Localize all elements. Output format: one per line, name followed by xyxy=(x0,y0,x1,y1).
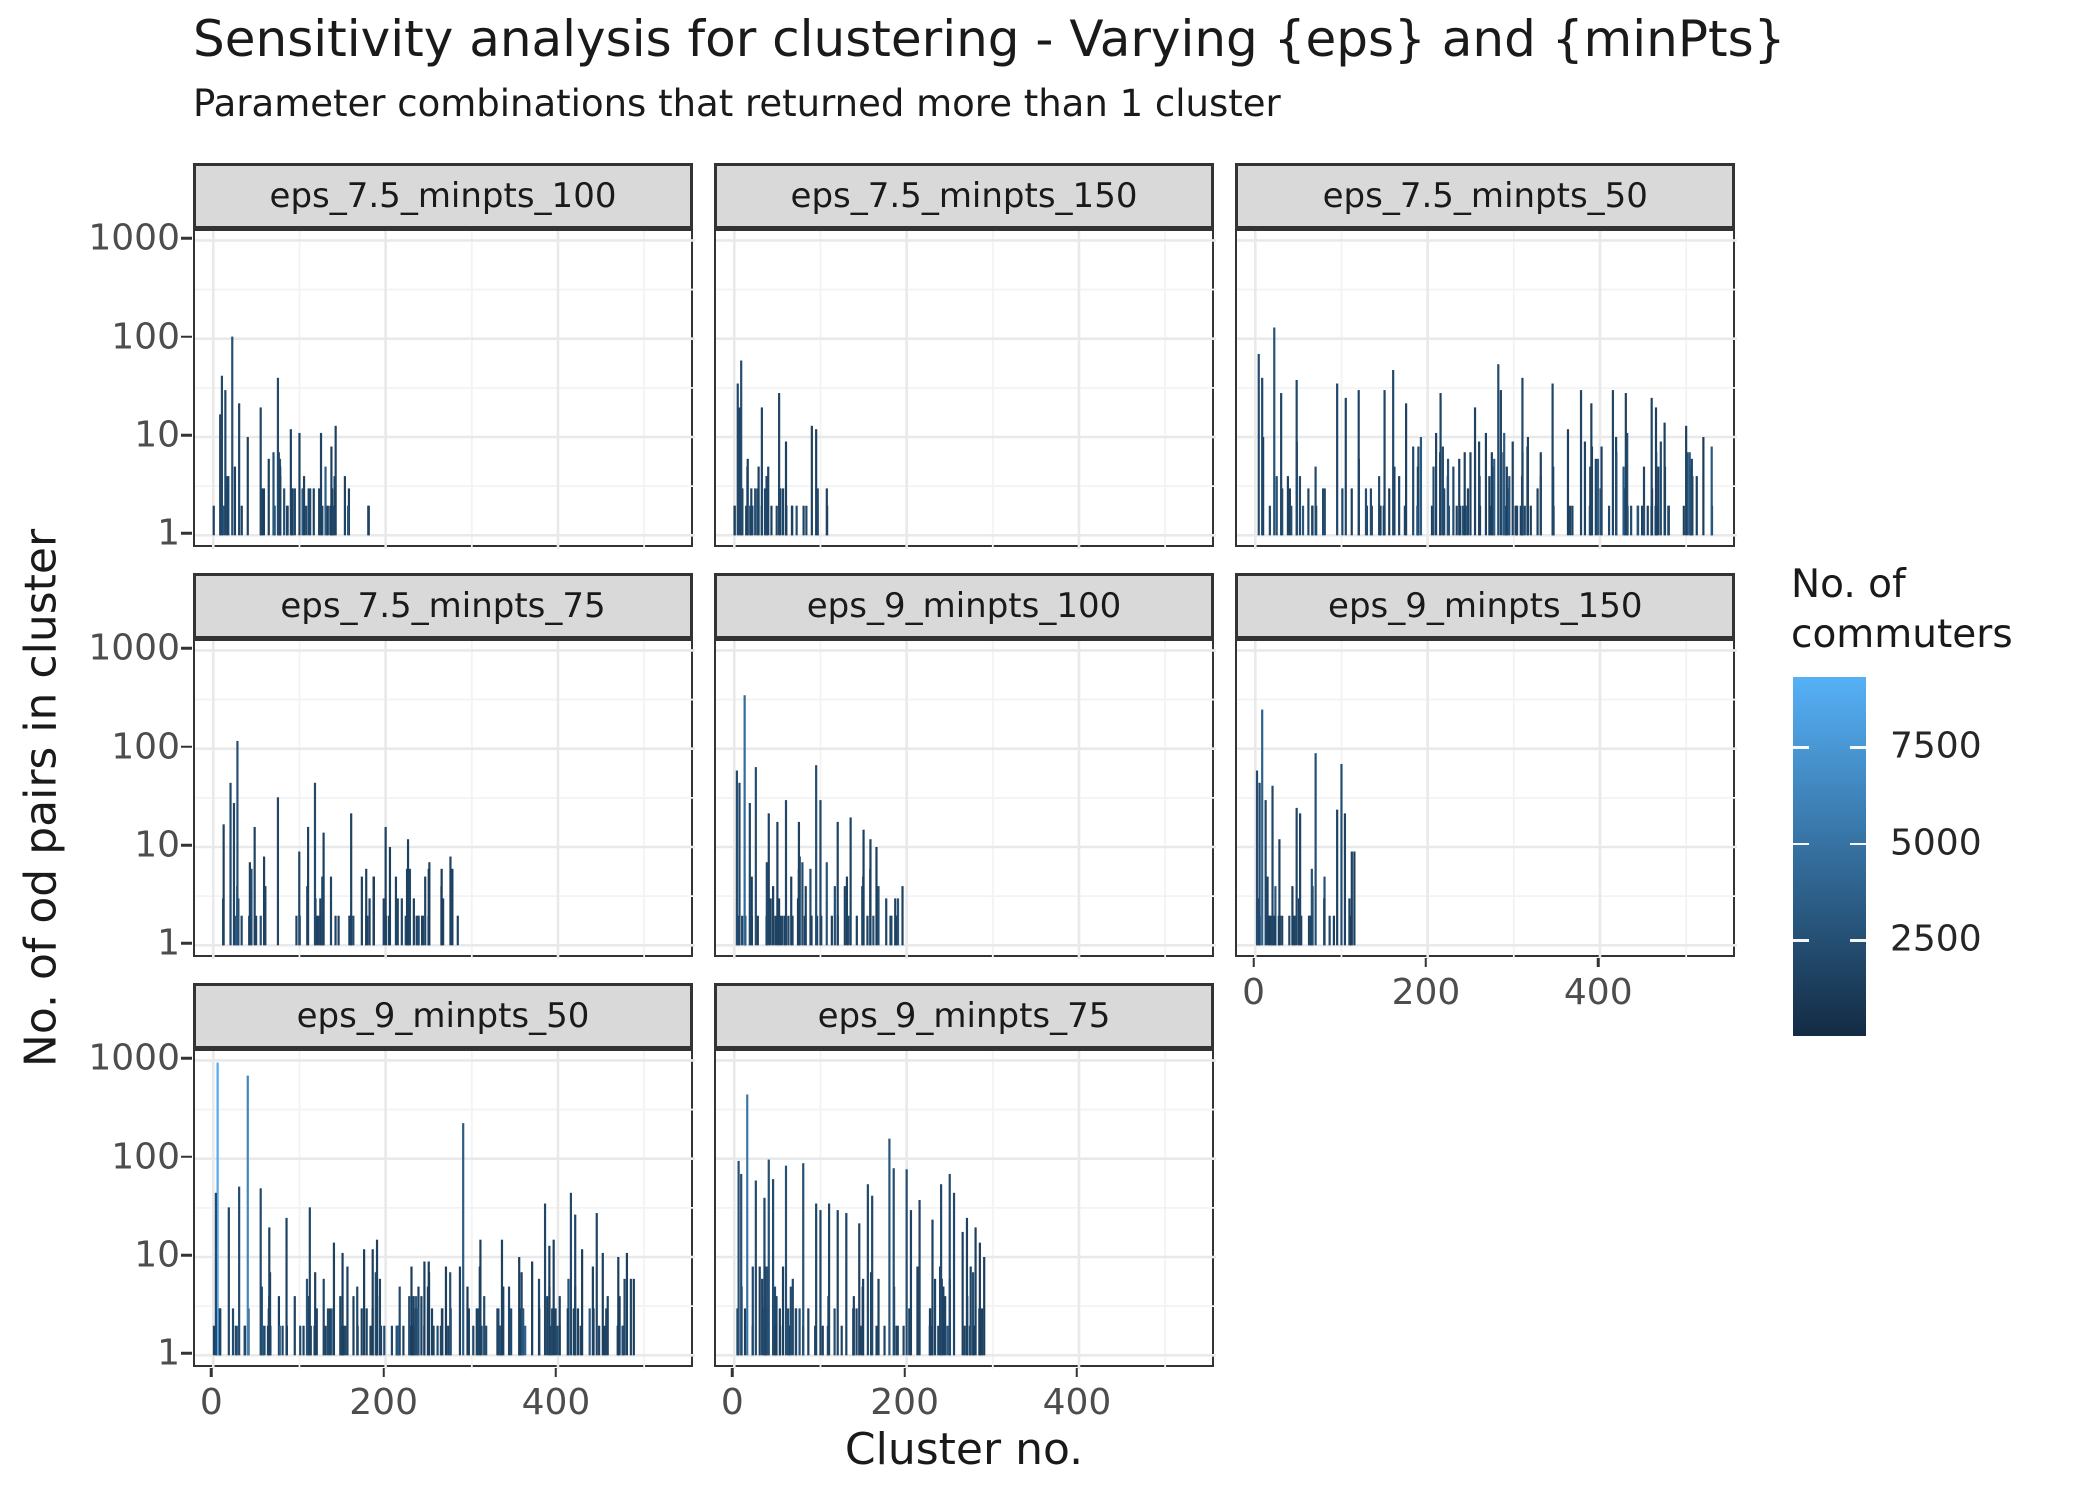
bars-canvas-eps_9_minpts_100 xyxy=(716,641,1216,959)
bars-canvas-eps_7.5_minpts_100 xyxy=(195,231,695,549)
y-tick-label-100: 100 xyxy=(111,316,180,358)
bars-canvas-eps_7.5_minpts_150 xyxy=(716,231,1216,549)
y-tick-mark xyxy=(181,335,192,338)
legend-label-5000: 5000 xyxy=(1890,822,1982,864)
legend-gradient-bar xyxy=(1793,677,1866,1036)
bars-canvas-eps_7.5_minpts_75 xyxy=(195,641,695,959)
y-tick-mark xyxy=(181,1352,192,1355)
facet-strip-eps_7.5_minpts_100: eps_7.5_minpts_100 xyxy=(193,163,693,229)
y-tick-label-10: 10 xyxy=(134,824,180,866)
x-tick-mark xyxy=(1252,958,1255,967)
x-axis-title: Cluster no. xyxy=(844,1424,1084,1475)
y-tick-mark xyxy=(181,532,192,535)
facet-strip-eps_9_minpts_150: eps_9_minpts_150 xyxy=(1235,573,1736,639)
y-tick-mark xyxy=(181,433,192,437)
legend-title-line2: commuters xyxy=(1791,611,2013,657)
y-tick-mark xyxy=(181,237,192,240)
x-tick-label-200: 200 xyxy=(1391,972,1461,1013)
y-tick-label-100: 100 xyxy=(111,726,180,768)
y-tick-label-100: 100 xyxy=(111,1136,180,1178)
y-tick-label-1000: 1000 xyxy=(88,1037,180,1079)
legend-label-2500: 2500 xyxy=(1890,918,1982,960)
x-tick-mark xyxy=(382,1368,385,1377)
facet-panel-eps_9_minpts_100 xyxy=(714,639,1216,959)
y-tick-mark xyxy=(181,843,192,847)
x-tick-mark xyxy=(210,1368,213,1377)
x-tick-mark xyxy=(1424,958,1428,967)
x-tick-label-400: 400 xyxy=(1042,1382,1112,1423)
y-tick-label-1000: 1000 xyxy=(88,217,180,259)
y-tick-mark xyxy=(181,745,192,748)
plot-subtitle: Parameter combinations that returned mor… xyxy=(193,82,1281,125)
facet-panel-eps_9_minpts_75 xyxy=(714,1049,1216,1369)
y-tick-label-1000: 1000 xyxy=(88,627,180,669)
y-tick-mark xyxy=(181,1155,192,1158)
y-tick-label-1: 1 xyxy=(157,922,180,964)
facet-panel-eps_7.5_minpts_150 xyxy=(714,229,1216,549)
x-tick-mark xyxy=(903,1368,906,1377)
legend-label-7500: 7500 xyxy=(1890,725,1982,767)
bars-canvas-eps_7.5_minpts_50 xyxy=(1237,231,1738,549)
y-tick-label-10: 10 xyxy=(134,414,180,456)
facet-panel-eps_7.5_minpts_50 xyxy=(1235,229,1738,549)
y-tick-mark xyxy=(181,1253,192,1257)
bars-canvas-eps_9_minpts_50 xyxy=(195,1051,695,1369)
plot-title: Sensitivity analysis for clustering - Va… xyxy=(193,10,1786,68)
x-tick-label-200: 200 xyxy=(870,1382,939,1423)
x-tick-mark xyxy=(1075,1368,1079,1377)
legend-tick-dash xyxy=(1850,842,1866,846)
x-tick-label-0: 0 xyxy=(720,1382,744,1423)
legend-tick-dash xyxy=(1793,939,1809,942)
facet-strip-eps_9_minpts_75: eps_9_minpts_75 xyxy=(714,983,1214,1049)
y-tick-mark xyxy=(181,647,192,650)
y-tick-label-1: 1 xyxy=(157,512,180,554)
x-tick-label-0: 0 xyxy=(1242,972,1266,1013)
facet-panel-eps_9_minpts_50 xyxy=(193,1049,695,1369)
y-axis-title: No. of od pairs in cluster xyxy=(15,528,67,1068)
legend-title: No. of commuters xyxy=(1791,560,2013,660)
y-tick-label-1: 1 xyxy=(157,1332,180,1374)
bars-canvas-eps_9_minpts_75 xyxy=(716,1051,1216,1369)
x-tick-mark xyxy=(731,1368,734,1377)
x-tick-label-400: 400 xyxy=(1563,972,1633,1013)
facet-panel-eps_7.5_minpts_100 xyxy=(193,229,695,549)
facet-strip-eps_9_minpts_50: eps_9_minpts_50 xyxy=(193,983,693,1049)
facet-panel-eps_9_minpts_150 xyxy=(1235,639,1738,959)
legend-tick-dash xyxy=(1793,842,1809,846)
x-tick-label-0: 0 xyxy=(199,1382,223,1423)
facet-strip-eps_7.5_minpts_75: eps_7.5_minpts_75 xyxy=(193,573,693,639)
legend-tick-dash xyxy=(1793,746,1809,749)
x-tick-label-200: 200 xyxy=(349,1382,418,1423)
y-tick-mark xyxy=(181,1057,192,1060)
bars-canvas-eps_9_minpts_150 xyxy=(1237,641,1738,959)
facet-strip-eps_7.5_minpts_150: eps_7.5_minpts_150 xyxy=(714,163,1214,229)
x-tick-mark xyxy=(1597,958,1600,967)
legend-tick-dash xyxy=(1850,939,1866,942)
facet-strip-eps_7.5_minpts_50: eps_7.5_minpts_50 xyxy=(1235,163,1736,229)
x-tick-mark xyxy=(554,1368,558,1377)
legend-title-line1: No. of xyxy=(1791,562,1906,607)
x-tick-label-400: 400 xyxy=(521,1382,591,1423)
y-tick-label-10: 10 xyxy=(134,1234,180,1276)
facet-strip-eps_9_minpts_100: eps_9_minpts_100 xyxy=(714,573,1214,639)
facet-panel-eps_7.5_minpts_75 xyxy=(193,639,695,959)
legend-tick-dash xyxy=(1850,746,1866,749)
y-tick-mark xyxy=(181,942,192,945)
